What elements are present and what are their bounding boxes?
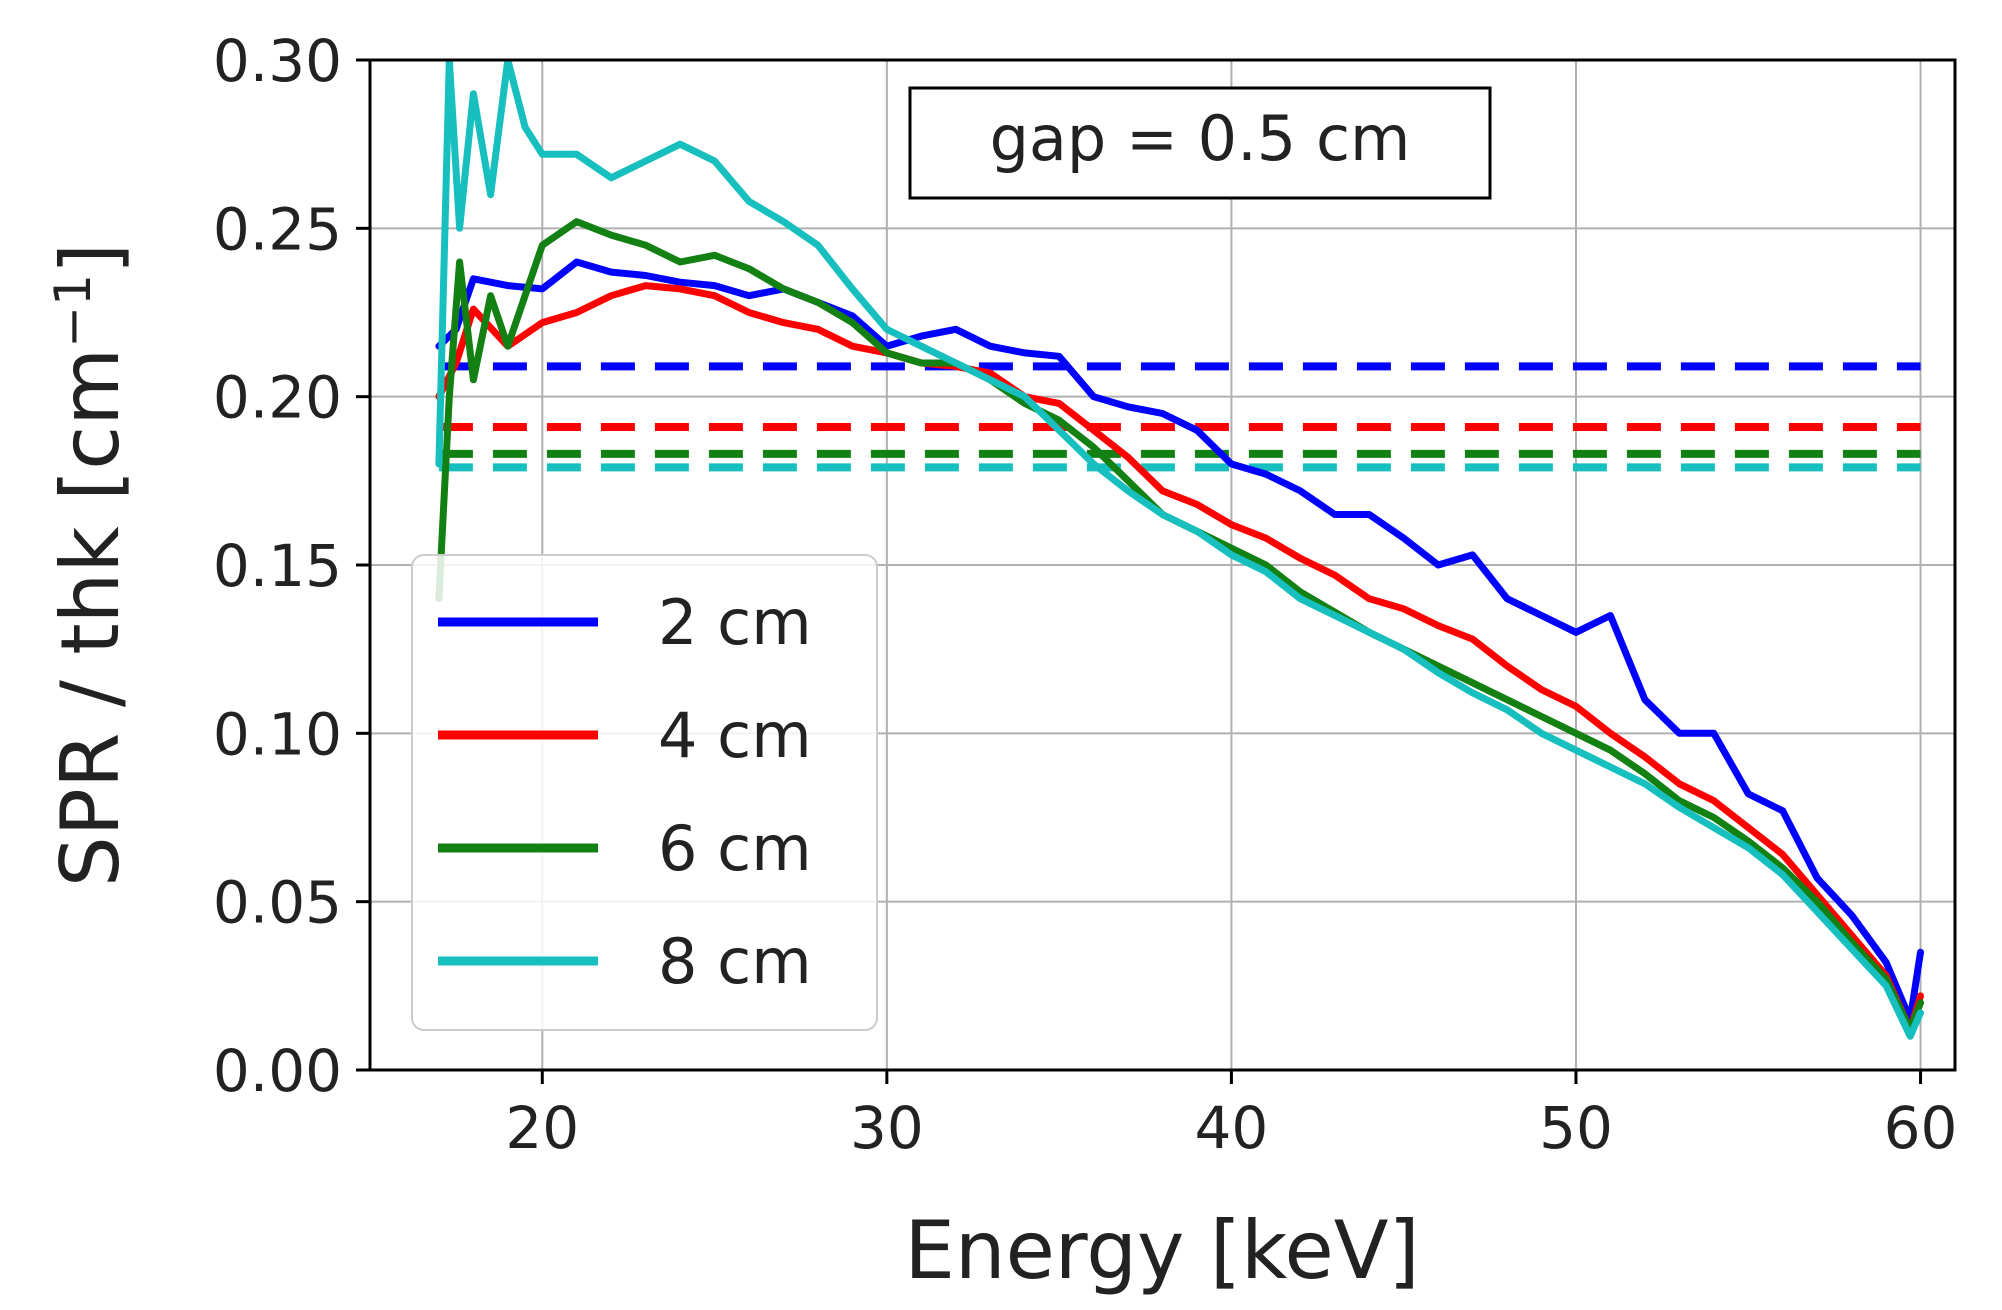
y-axis-ticks: 0.00 0.05 0.10 0.15 0.20 0.25 0.30	[213, 27, 370, 1105]
legend-label-2-cm: 2 cm	[658, 586, 812, 659]
legend-label-8-cm: 8 cm	[658, 925, 812, 998]
y-axis-label-main: SPR / thk [cm	[44, 348, 137, 887]
y-tick-label: 0.25	[213, 195, 342, 263]
x-tick-label: 20	[505, 1094, 579, 1162]
y-tick-label: 0.30	[213, 27, 342, 95]
y-axis-label-superscript: −1	[44, 274, 102, 348]
x-tick-label: 40	[1195, 1094, 1269, 1162]
annotation-text: gap = 0.5 cm	[990, 102, 1411, 175]
x-tick-label: 60	[1884, 1094, 1958, 1162]
series-line-6-cm	[435, 218, 1924, 1034]
reference-lines	[438, 362, 1921, 472]
series-lines	[435, 60, 1924, 1040]
y-tick-label: 0.20	[213, 364, 342, 432]
x-tick-label: 50	[1539, 1094, 1613, 1162]
y-tick-label: 0.15	[213, 532, 342, 600]
y-tick-label: 0.05	[213, 869, 342, 937]
series-line-4-cm	[435, 282, 1924, 1034]
series-line-8-cm	[435, 60, 1924, 1040]
legend-label-4-cm: 4 cm	[658, 699, 812, 772]
y-tick-label: 0.10	[213, 700, 342, 768]
y-axis-label-end: ]	[44, 243, 137, 274]
series-line-2-cm	[435, 258, 1924, 1023]
x-tick-label: 30	[850, 1094, 924, 1162]
x-axis-label: Energy [keV]	[904, 1204, 1419, 1297]
legend-label-6-cm: 6 cm	[658, 812, 812, 885]
legend: 2 cm 4 cm 6 cm 8 cm	[411, 554, 878, 1031]
y-axis-label: SPR / thk [cm−1]	[44, 243, 137, 887]
legend-items: 2 cm 4 cm 6 cm 8 cm	[438, 586, 812, 998]
annotation-box: gap = 0.5 cm	[908, 86, 1492, 200]
legend-frame	[411, 554, 878, 1031]
annotation-frame	[908, 86, 1492, 200]
y-tick-label: 0.00	[213, 1037, 342, 1105]
x-axis-ticks: 20 30 40 50 60	[505, 1070, 1957, 1162]
